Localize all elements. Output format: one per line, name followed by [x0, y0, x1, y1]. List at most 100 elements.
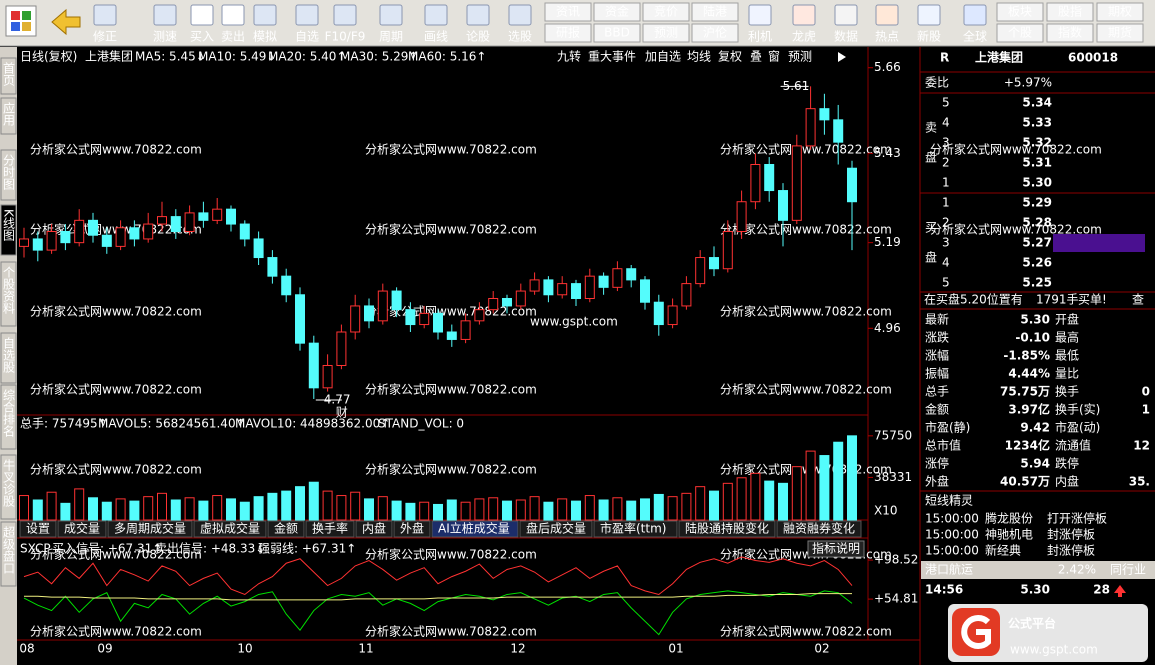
left-tab[interactable]	[0, 57, 17, 95]
toolbar-icon[interactable]	[508, 4, 532, 26]
left-tab-label[interactable]: 超级盘口	[2, 525, 16, 574]
left-tab-label[interactable]: 牛叉诊股	[2, 458, 16, 508]
toolbar-grid-button[interactable]	[642, 23, 690, 43]
toolbar-icon[interactable]	[792, 4, 816, 26]
toolbar-button-label[interactable]: 利机	[748, 30, 772, 44]
indicator-tab[interactable]	[519, 520, 593, 538]
toolbar-button-label[interactable]: 全球	[963, 29, 987, 44]
indicator-tab[interactable]	[267, 520, 305, 538]
toolbar-button-label[interactable]: 周期	[379, 30, 403, 44]
indicator-tab-label[interactable]: 虚拟成交量	[200, 521, 260, 536]
indicator-tab[interactable]	[19, 520, 57, 538]
left-tab[interactable]	[0, 261, 17, 327]
chart-button[interactable]: 复权	[718, 50, 742, 64]
indicator-tab-label[interactable]: 外盘	[400, 521, 424, 536]
toolbar-icon[interactable]	[379, 4, 403, 26]
indicator-tab[interactable]	[431, 520, 519, 538]
toolbar-icon[interactable]	[748, 4, 772, 26]
chart-button[interactable]: 预测	[788, 50, 812, 64]
left-tab[interactable]	[0, 97, 17, 135]
help-button[interactable]	[807, 540, 865, 558]
toolbar-grid-label[interactable]: 资金	[605, 4, 629, 19]
left-tab[interactable]	[0, 384, 17, 450]
toolbar-button-label[interactable]: 热点	[875, 30, 899, 44]
toolbar-button-label[interactable]: 选股	[508, 30, 532, 44]
indicator-tab-label[interactable]: 设置	[26, 522, 50, 536]
indicator-tab-label[interactable]: 市盈率(ttm)	[600, 521, 666, 536]
toolbar-button-label[interactable]: 模拟	[253, 30, 277, 44]
toolbar-grid-button[interactable]	[593, 2, 641, 22]
chart-button[interactable]: 九转	[557, 49, 581, 64]
toolbar-icon[interactable]	[295, 4, 319, 26]
toolbar-grid-label[interactable]: BBD	[604, 26, 630, 40]
left-tab-label[interactable]: 自选股	[2, 337, 16, 374]
toolbar-button-label[interactable]: 数据	[834, 29, 858, 44]
indicator-tab[interactable]	[355, 520, 393, 538]
toolbar-grid-label[interactable]: 沪伦	[703, 25, 727, 40]
chart-button[interactable]: 均线	[687, 50, 711, 64]
toolbar-grid-button[interactable]	[593, 23, 641, 43]
indicator-tab-label[interactable]: AI立桩成交量	[438, 521, 510, 536]
toolbar-grid-button[interactable]	[544, 2, 592, 22]
toolbar-button-label[interactable]: 画线	[424, 30, 448, 44]
toolbar-grid-label[interactable]: 期权	[1108, 5, 1132, 19]
left-tab[interactable]	[0, 521, 17, 587]
indicator-tab-label[interactable]: 融资融券变化	[783, 521, 855, 536]
back-arrow[interactable]	[51, 8, 81, 36]
toolbar-button-label[interactable]: 论股	[466, 30, 490, 44]
toolbar-grid-label[interactable]: 指数	[1058, 25, 1082, 40]
indicator-tab-label[interactable]: 换手率	[312, 521, 348, 536]
toolbar-button-label[interactable]: 卖出	[221, 30, 245, 44]
toolbar-grid-button[interactable]	[544, 23, 592, 43]
indicator-tab[interactable]	[393, 520, 431, 538]
help-button-label[interactable]: 指标说明	[812, 541, 860, 556]
toolbar-grid-button[interactable]	[1096, 2, 1144, 22]
left-tab-label[interactable]: 个股资料	[2, 266, 16, 314]
industry-name[interactable]: 港口航运	[925, 562, 973, 577]
left-tab-label[interactable]: 首页	[2, 62, 16, 87]
toolbar-icon[interactable]	[190, 4, 214, 26]
indicator-tab[interactable]	[107, 520, 193, 538]
toolbar-icon[interactable]	[153, 4, 177, 26]
menu-icon[interactable]	[5, 5, 37, 37]
nav-arrow[interactable]	[838, 52, 846, 62]
indicator-tab[interactable]	[593, 520, 678, 538]
toolbar-grid-label[interactable]: 陆港	[703, 4, 727, 19]
indicator-tab[interactable]	[776, 520, 862, 538]
toolbar-button-label[interactable]: 测速	[153, 30, 177, 44]
toolbar-icon[interactable]	[875, 4, 899, 26]
notice-link[interactable]: 查	[1132, 293, 1144, 307]
left-tab[interactable]	[0, 332, 17, 384]
toolbar-grid-label[interactable]: 资讯	[556, 5, 580, 19]
chart-button[interactable]: 加自选	[645, 50, 681, 64]
toolbar-button-label[interactable]: 自选	[295, 30, 319, 44]
left-tab[interactable]	[0, 204, 17, 256]
toolbar-grid-button[interactable]	[996, 2, 1044, 22]
indicator-tab-label[interactable]: 盘后成交量	[526, 521, 586, 536]
indicator-tab[interactable]	[305, 520, 355, 538]
chart-button[interactable]: 窗	[768, 50, 780, 64]
toolbar-grid-label[interactable]: 股指	[1058, 4, 1082, 19]
toolbar-icon[interactable]	[963, 4, 987, 26]
toolbar-button-label[interactable]: 修正	[93, 29, 117, 44]
indicator-tab-label[interactable]: 多周期成交量	[114, 521, 186, 536]
toolbar-grid-label[interactable]: 期货	[1108, 25, 1132, 40]
toolbar-icon[interactable]	[333, 4, 357, 26]
toolbar-grid-label[interactable]: 竞价	[654, 5, 678, 19]
toolbar-icon[interactable]	[466, 4, 490, 26]
toolbar-grid-button[interactable]	[642, 2, 690, 22]
toolbar-button-label[interactable]: 新股	[917, 29, 941, 44]
indicator-tab[interactable]	[678, 520, 776, 538]
toolbar-grid-label[interactable]: 板块	[1008, 5, 1032, 19]
toolbar-icon[interactable]	[834, 4, 858, 26]
toolbar-grid-label[interactable]: 个股	[1008, 26, 1032, 40]
left-tab[interactable]	[0, 454, 17, 520]
indicator-tab-label[interactable]: 陆股通持股变化	[685, 521, 769, 536]
toolbar-button-label[interactable]: 买入	[190, 30, 214, 44]
chart-button[interactable]: 叠	[750, 50, 762, 64]
toolbar-grid-button[interactable]	[1046, 2, 1094, 22]
indicator-tab[interactable]	[193, 520, 267, 538]
left-tab-label[interactable]: 分时图	[2, 154, 16, 190]
toolbar-grid-label[interactable]: 研报	[556, 25, 580, 40]
event-marker[interactable]: 财	[336, 405, 348, 419]
